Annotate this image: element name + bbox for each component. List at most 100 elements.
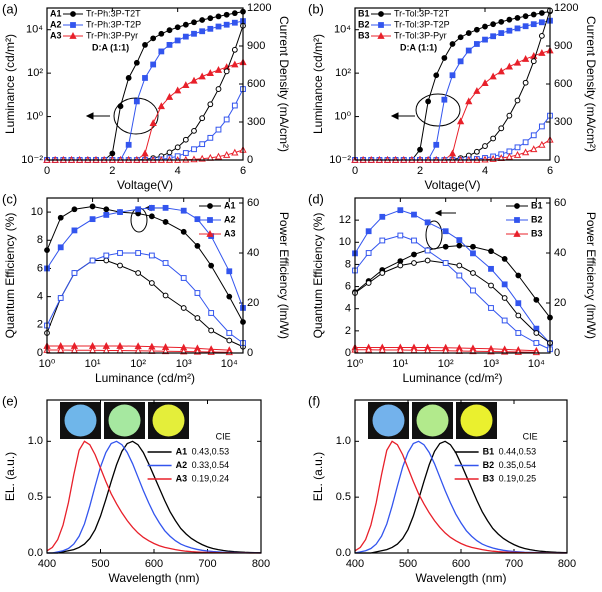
photo-emission — [108, 404, 141, 437]
data-marker — [456, 242, 463, 249]
y-tick-label: 0.5 — [28, 491, 43, 503]
panel-label: (c) — [2, 191, 17, 206]
y2-tick-label: 0 — [247, 347, 253, 359]
y2-tick-label: 0 — [554, 154, 560, 166]
data-marker — [208, 327, 215, 334]
data-marker — [231, 10, 238, 17]
data-marker — [194, 290, 201, 296]
legend-label: B2 — [531, 214, 543, 224]
data-marker — [538, 32, 545, 39]
data-marker — [182, 150, 189, 156]
data-marker — [457, 34, 464, 41]
legend-label: A2 — [224, 214, 236, 224]
y-tick-label: 0.0 — [28, 547, 43, 559]
data-marker — [191, 19, 197, 26]
data-marker — [148, 213, 155, 220]
data-marker — [417, 146, 423, 153]
x-tick-label: 500 — [91, 558, 109, 570]
plot-frame — [46, 197, 244, 354]
data-marker — [514, 25, 521, 32]
series-line — [47, 11, 244, 161]
data-marker — [533, 296, 540, 303]
data-marker — [424, 257, 431, 264]
data-marker — [506, 27, 513, 34]
series-line — [46, 207, 244, 309]
legend-marker — [377, 32, 385, 39]
data-marker — [465, 97, 473, 105]
data-marker — [456, 262, 463, 269]
x-tick-label: 10² — [438, 358, 454, 370]
data-marker — [411, 211, 417, 218]
data-marker — [521, 54, 530, 62]
legend-cie: 0.43,0.53 — [192, 446, 230, 456]
panel-label: (d) — [308, 191, 324, 206]
y2-tick-label: 900 — [554, 40, 572, 52]
data-marker — [208, 310, 215, 316]
data-marker — [515, 330, 522, 336]
data-marker — [231, 148, 239, 156]
legend-label: Tr-Ph:3P-Pyr — [86, 30, 138, 40]
legend-cie: 0.35,0.54 — [499, 460, 537, 470]
data-marker — [208, 262, 215, 269]
panel: (b) 0 2 4 6 10⁻² 10⁰ 10² 10⁴ 0 300 600 900 1200 Voltag… — [308, 1, 598, 192]
data-marker — [231, 102, 238, 109]
legend-label: A3 — [176, 473, 188, 483]
y-tick-label: 10² — [27, 67, 43, 79]
series-line — [355, 10, 551, 161]
data-marker — [135, 250, 142, 256]
data-marker — [515, 272, 522, 279]
x-tick-label: 10⁰ — [347, 358, 364, 370]
y2-tick-label: 1200 — [554, 2, 578, 14]
legend-tag: B2 — [358, 19, 370, 29]
x-tick-label: 700 — [198, 558, 216, 570]
x-tick-label: 600 — [452, 558, 470, 570]
y-tick-label: 12 — [339, 214, 351, 226]
data-marker — [538, 140, 546, 148]
data-marker — [166, 27, 173, 34]
data-marker — [223, 68, 230, 75]
data-marker — [215, 86, 222, 92]
data-marker — [182, 136, 189, 143]
data-marker — [497, 67, 505, 75]
legend-tag: B1 — [358, 8, 370, 18]
legend-cie: 0.19,0.24 — [192, 473, 230, 483]
data-marker — [538, 10, 545, 16]
x-tick-label: 6 — [547, 165, 553, 177]
data-marker — [162, 204, 169, 211]
y2-axis-title: Current Density (mA/cm²) — [584, 16, 598, 152]
data-marker — [482, 143, 488, 149]
data-marker — [513, 58, 522, 66]
data-marker — [142, 41, 148, 48]
data-marker — [470, 250, 476, 257]
data-marker — [207, 25, 214, 32]
x-tick-label: 10² — [130, 358, 146, 370]
y2-axis-title: Current Density (mA/cm²) — [277, 16, 291, 152]
annotations — [85, 93, 461, 250]
data-marker — [103, 252, 110, 259]
legend-marker — [514, 203, 520, 209]
legend-marker — [513, 230, 521, 237]
data-marker — [490, 33, 497, 40]
x-tick-label: 0 — [44, 165, 50, 177]
legend-marker — [70, 22, 76, 28]
data-marker — [469, 347, 477, 355]
data-marker — [490, 21, 497, 28]
y-tick-label: 10² — [335, 67, 351, 79]
series-line — [46, 205, 244, 323]
legend-marker — [378, 22, 384, 28]
y-tick-label: 0.5 — [336, 491, 351, 503]
legend-tag: A3 — [50, 30, 62, 40]
x-axis-title: Wavelength (nm) — [416, 571, 507, 585]
x-tick-label: 2 — [417, 165, 423, 177]
data-marker — [162, 260, 169, 266]
legend-label: B2 — [483, 460, 495, 470]
data-marker — [530, 21, 537, 28]
data-marker — [174, 37, 181, 44]
data-marker — [530, 132, 537, 139]
legend-marker — [378, 11, 384, 17]
data-marker — [125, 75, 132, 81]
data-marker — [530, 145, 538, 153]
data-marker — [424, 219, 431, 226]
y-tick-label: 0 — [37, 347, 43, 359]
data-marker — [125, 141, 132, 148]
